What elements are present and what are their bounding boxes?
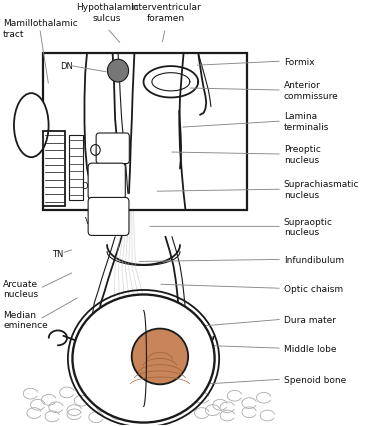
Text: PVN: PVN xyxy=(94,148,112,157)
Text: Optic chaism: Optic chaism xyxy=(284,284,343,293)
FancyBboxPatch shape xyxy=(88,164,125,200)
Text: Median
eminence: Median eminence xyxy=(3,310,48,329)
FancyBboxPatch shape xyxy=(88,198,129,236)
FancyBboxPatch shape xyxy=(96,134,129,164)
Text: Preoptic
nucleus: Preoptic nucleus xyxy=(284,145,321,164)
Text: Suprachiasmatic
nucleus: Suprachiasmatic nucleus xyxy=(284,180,359,199)
Text: Dura mater: Dura mater xyxy=(284,315,336,324)
Text: Interventricular
foramen: Interventricular foramen xyxy=(130,3,201,23)
Text: DN: DN xyxy=(60,62,73,71)
Text: Lamina
terminalis: Lamina terminalis xyxy=(284,112,329,131)
Text: DMN: DMN xyxy=(81,181,102,190)
Text: Supraoptic
nucleus: Supraoptic nucleus xyxy=(284,217,333,236)
Text: VMN: VMN xyxy=(85,216,104,225)
Text: Arcuate
nucleus: Arcuate nucleus xyxy=(3,279,38,298)
Text: Formix: Formix xyxy=(284,58,314,66)
Text: Middle lobe: Middle lobe xyxy=(284,344,336,353)
Ellipse shape xyxy=(107,60,129,83)
Text: Spenoid bone: Spenoid bone xyxy=(284,375,346,384)
Text: TN: TN xyxy=(52,249,64,258)
Ellipse shape xyxy=(72,295,215,423)
Text: Mamillothalamic
tract: Mamillothalamic tract xyxy=(3,19,78,39)
Text: Anterior
commissure: Anterior commissure xyxy=(284,81,339,101)
Bar xyxy=(69,136,83,200)
Text: Infundibulum: Infundibulum xyxy=(284,255,344,264)
Bar xyxy=(43,132,65,206)
Text: Hypothalamic
sulcus: Hypothalamic sulcus xyxy=(76,3,138,23)
Ellipse shape xyxy=(132,329,188,384)
Bar xyxy=(43,54,247,210)
Ellipse shape xyxy=(14,94,49,158)
